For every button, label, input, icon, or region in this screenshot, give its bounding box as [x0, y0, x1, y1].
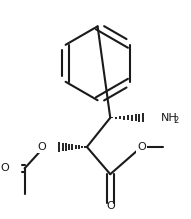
Text: O: O	[0, 163, 9, 173]
Text: O: O	[137, 142, 146, 152]
Text: NH: NH	[161, 113, 178, 123]
Text: 2: 2	[173, 116, 179, 125]
Text: O: O	[106, 201, 115, 211]
Text: O: O	[37, 142, 46, 152]
